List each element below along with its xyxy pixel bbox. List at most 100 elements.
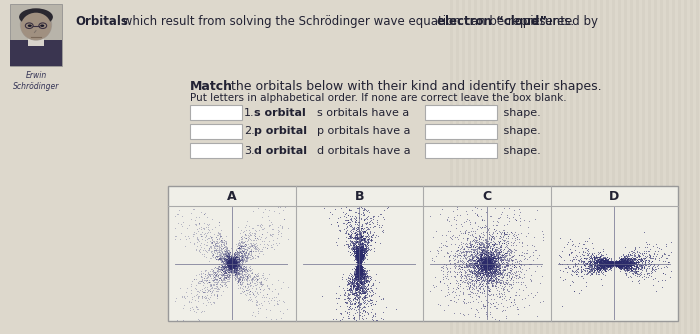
- Point: [475, 244, 486, 249]
- Point: [560, 276, 571, 282]
- Point: [482, 256, 493, 261]
- Point: [566, 273, 578, 278]
- Point: [481, 274, 492, 279]
- Point: [354, 262, 365, 267]
- Point: [194, 278, 205, 283]
- Point: [481, 260, 492, 265]
- Point: [480, 276, 491, 282]
- Point: [356, 248, 368, 254]
- Point: [224, 249, 235, 255]
- Point: [498, 240, 510, 245]
- Point: [228, 260, 239, 266]
- Point: [227, 260, 238, 265]
- Point: [482, 243, 493, 249]
- Point: [591, 267, 602, 272]
- Point: [349, 254, 360, 259]
- Point: [225, 263, 237, 268]
- Point: [597, 264, 608, 270]
- Point: [353, 269, 364, 274]
- Point: [476, 248, 487, 254]
- Point: [225, 261, 237, 266]
- Point: [503, 233, 514, 238]
- Point: [486, 261, 497, 267]
- Point: [354, 260, 365, 265]
- Point: [484, 258, 496, 264]
- Point: [353, 276, 364, 282]
- Point: [618, 261, 629, 266]
- Point: [355, 281, 366, 287]
- Point: [357, 297, 368, 303]
- Point: [612, 262, 623, 267]
- Point: [607, 261, 618, 266]
- Point: [475, 283, 486, 288]
- Point: [226, 261, 237, 267]
- Point: [466, 279, 477, 284]
- Point: [482, 257, 493, 262]
- Point: [620, 272, 631, 277]
- Point: [359, 250, 370, 256]
- Point: [353, 263, 364, 268]
- Point: [227, 260, 238, 266]
- Point: [598, 258, 609, 263]
- Point: [483, 260, 494, 265]
- Point: [352, 249, 363, 255]
- Point: [358, 274, 370, 279]
- Point: [214, 233, 225, 238]
- Point: [358, 228, 370, 233]
- Point: [481, 264, 492, 270]
- Point: [355, 272, 366, 278]
- Point: [624, 260, 636, 266]
- Point: [225, 263, 236, 268]
- Point: [596, 262, 608, 267]
- Point: [199, 211, 210, 217]
- Point: [359, 272, 370, 277]
- Point: [484, 259, 496, 264]
- Point: [251, 237, 262, 242]
- Point: [354, 261, 365, 266]
- Point: [610, 261, 621, 267]
- Point: [601, 261, 612, 266]
- Point: [590, 263, 601, 268]
- Point: [576, 245, 587, 251]
- Point: [350, 214, 361, 219]
- Point: [229, 264, 240, 269]
- Point: [478, 270, 489, 275]
- Point: [353, 263, 364, 268]
- Point: [351, 245, 362, 251]
- Point: [480, 262, 491, 268]
- Point: [354, 266, 365, 271]
- Point: [356, 253, 368, 258]
- Point: [227, 260, 238, 265]
- Point: [485, 261, 496, 266]
- Point: [354, 267, 365, 272]
- Point: [351, 248, 363, 254]
- Point: [351, 251, 363, 257]
- Point: [355, 270, 366, 276]
- Point: [585, 264, 596, 270]
- Point: [608, 262, 619, 267]
- Point: [342, 287, 353, 293]
- Point: [215, 256, 226, 262]
- Point: [449, 256, 461, 262]
- Point: [466, 287, 477, 292]
- Point: [494, 276, 505, 281]
- Point: [478, 261, 489, 266]
- Point: [564, 251, 575, 257]
- Point: [228, 257, 239, 262]
- Point: [348, 283, 359, 289]
- Point: [239, 274, 250, 280]
- Point: [351, 271, 363, 276]
- Point: [228, 250, 239, 255]
- Point: [226, 263, 237, 269]
- Point: [251, 282, 262, 287]
- Point: [455, 277, 466, 283]
- Point: [233, 279, 244, 284]
- Point: [500, 273, 511, 278]
- Point: [220, 257, 232, 262]
- Point: [603, 262, 615, 267]
- Point: [485, 265, 496, 270]
- Point: [604, 264, 615, 269]
- Point: [618, 261, 629, 266]
- Point: [225, 266, 236, 271]
- Point: [603, 260, 615, 265]
